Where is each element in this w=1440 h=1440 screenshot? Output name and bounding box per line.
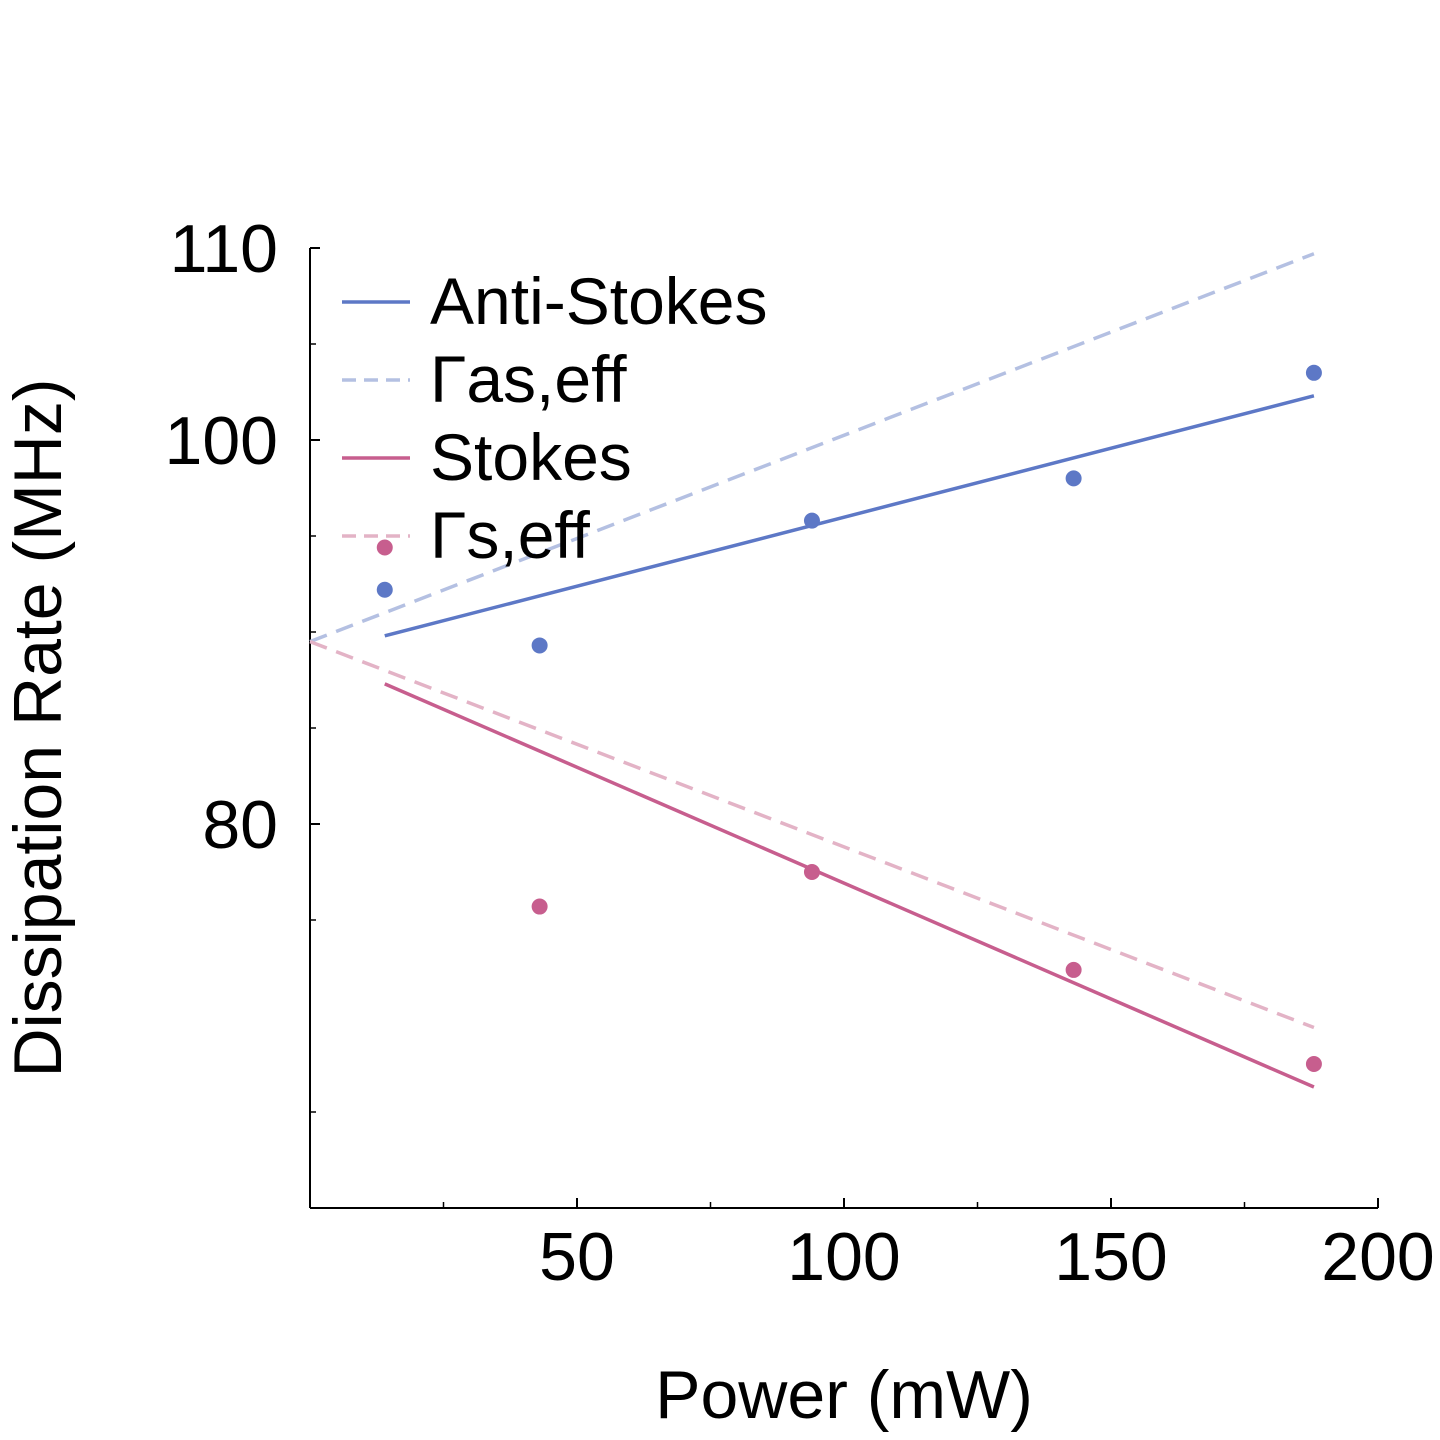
series-layer	[309, 252, 1322, 1089]
data-point-stokes	[531, 898, 548, 915]
legend-label: Γas,eff	[430, 342, 627, 416]
data-point-anti-stokes	[1065, 470, 1082, 487]
legend-label: Stokes	[430, 420, 632, 494]
x-tick-label: 200	[1321, 1219, 1434, 1295]
series-line--as-eff	[309, 252, 1315, 644]
y-tick-label: 100	[165, 403, 278, 479]
data-point-stokes	[1305, 1056, 1322, 1072]
data-point-anti-stokes	[1305, 364, 1322, 381]
legend-label: Γs,eff	[430, 498, 591, 572]
y-tick-label: 80	[202, 787, 278, 863]
data-point-stokes	[1065, 961, 1082, 978]
series-line-anti-stokes	[384, 394, 1315, 638]
ticks	[310, 247, 1379, 1209]
data-point-anti-stokes	[803, 512, 820, 529]
data-point-stokes	[376, 539, 393, 556]
data-point-anti-stokes	[376, 581, 393, 598]
legend-label: Anti-Stokes	[430, 264, 767, 338]
x-tick-label: 150	[1054, 1219, 1167, 1295]
data-point-anti-stokes	[531, 637, 548, 654]
series-line-stokes	[384, 682, 1315, 1089]
tick-labels: 50 100 150 200 80 100 110	[165, 211, 1435, 1295]
series-line--s-eff	[309, 639, 1315, 1030]
y-tick-label: 110	[170, 211, 278, 287]
x-tick-label: 50	[539, 1219, 615, 1295]
x-tick-label: 100	[787, 1219, 900, 1295]
x-axis-label: Power (mW)	[655, 1357, 1033, 1433]
y-axis-label: Dissipation Rate (MHz)	[0, 378, 76, 1077]
data-point-stokes	[803, 864, 820, 880]
